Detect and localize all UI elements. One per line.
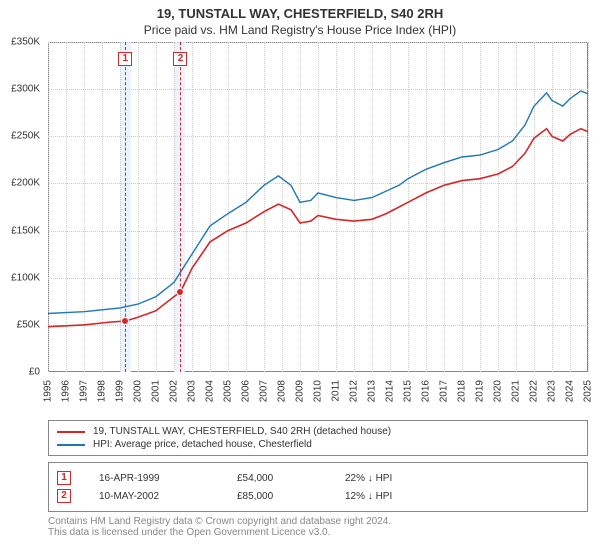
chart-area: 12 — [48, 42, 588, 372]
legend-swatch — [57, 444, 85, 446]
y-tick-label: £150K — [11, 225, 40, 236]
x-tick-label: 2018 — [457, 380, 468, 402]
x-tick-label: 2008 — [277, 380, 288, 402]
legend-item: 19, TUNSTALL WAY, CHESTERFIELD, S40 2RH … — [57, 425, 579, 438]
footnote-line2: This data is licensed under the Open Gov… — [48, 527, 588, 538]
event-row: 2 10-MAY-2002 £85,000 12% ↓ HPI — [57, 487, 579, 505]
x-tick-label: 2023 — [547, 380, 558, 402]
x-tick-label: 2015 — [403, 380, 414, 402]
event-flag: 1 — [118, 52, 132, 66]
series-hpi — [48, 91, 588, 314]
event-date: 16-APR-1999 — [99, 473, 209, 484]
event-price: £85,000 — [237, 491, 317, 502]
event-flag-cell: 1 — [57, 471, 71, 485]
legend-label: HPI: Average price, detached house, Ches… — [93, 439, 312, 450]
gridline-v — [588, 42, 589, 372]
x-tick-label: 2022 — [529, 380, 540, 402]
x-tick-label: 2003 — [187, 380, 198, 402]
event-hpi: 12% ↓ HPI — [345, 491, 445, 502]
x-tick-label: 1995 — [43, 380, 54, 402]
legend-label: 19, TUNSTALL WAY, CHESTERFIELD, S40 2RH … — [93, 426, 391, 437]
event-row: 1 16-APR-1999 £54,000 22% ↓ HPI — [57, 469, 579, 487]
y-tick-label: £50K — [17, 319, 40, 330]
x-tick-label: 2006 — [241, 380, 252, 402]
y-axis-labels: £0£50K£100K£150K£200K£250K£300K£350K — [0, 42, 44, 372]
x-tick-label: 2014 — [385, 380, 396, 402]
event-hpi: 22% ↓ HPI — [345, 473, 445, 484]
event-flag: 2 — [173, 52, 187, 66]
legend-item: HPI: Average price, detached house, Ches… — [57, 438, 579, 451]
y-tick-label: £0 — [29, 367, 40, 378]
legend: 19, TUNSTALL WAY, CHESTERFIELD, S40 2RH … — [48, 420, 588, 456]
x-tick-label: 2024 — [565, 380, 576, 402]
event-flag-cell: 2 — [57, 489, 71, 503]
x-axis-labels: 1995199619971998199920002001200220032004… — [48, 374, 588, 418]
x-tick-label: 1998 — [97, 380, 108, 402]
chart-svg — [48, 42, 588, 372]
x-tick-label: 2021 — [511, 380, 522, 402]
x-tick-label: 1996 — [61, 380, 72, 402]
footnote-line1: Contains HM Land Registry data © Crown c… — [48, 516, 588, 527]
event-date: 10-MAY-2002 — [99, 491, 209, 502]
event-marker — [176, 288, 184, 296]
x-tick-label: 2013 — [367, 380, 378, 402]
legend-swatch — [57, 431, 85, 433]
chart-title: 19, TUNSTALL WAY, CHESTERFIELD, S40 2RH — [0, 6, 600, 21]
event-price: £54,000 — [237, 473, 317, 484]
event-marker — [121, 317, 129, 325]
y-tick-label: £100K — [11, 272, 40, 283]
chart-title-block: 19, TUNSTALL WAY, CHESTERFIELD, S40 2RH … — [0, 0, 600, 37]
x-tick-label: 1997 — [79, 380, 90, 402]
y-tick-label: £200K — [11, 178, 40, 189]
x-tick-label: 2016 — [421, 380, 432, 402]
y-tick-label: £300K — [11, 84, 40, 95]
x-tick-label: 2005 — [223, 380, 234, 402]
x-tick-label: 2004 — [205, 380, 216, 402]
x-tick-label: 2019 — [475, 380, 486, 402]
x-tick-label: 2009 — [295, 380, 306, 402]
footnote: Contains HM Land Registry data © Crown c… — [48, 516, 588, 538]
x-tick-label: 2010 — [313, 380, 324, 402]
x-tick-label: 2012 — [349, 380, 360, 402]
x-tick-label: 2020 — [493, 380, 504, 402]
series-price_paid — [48, 129, 588, 327]
y-tick-label: £350K — [11, 37, 40, 48]
chart-subtitle: Price paid vs. HM Land Registry's House … — [0, 23, 600, 37]
events-table: 1 16-APR-1999 £54,000 22% ↓ HPI 2 10-MAY-2002… — [48, 462, 588, 512]
x-tick-label: 2001 — [151, 380, 162, 402]
x-tick-label: 2017 — [439, 380, 450, 402]
x-tick-label: 2002 — [169, 380, 180, 402]
x-tick-label: 1999 — [115, 380, 126, 402]
x-tick-label: 2011 — [331, 380, 342, 402]
x-tick-label: 2000 — [133, 380, 144, 402]
y-tick-label: £250K — [11, 131, 40, 142]
x-tick-label: 2025 — [583, 380, 594, 402]
x-tick-label: 2007 — [259, 380, 270, 402]
